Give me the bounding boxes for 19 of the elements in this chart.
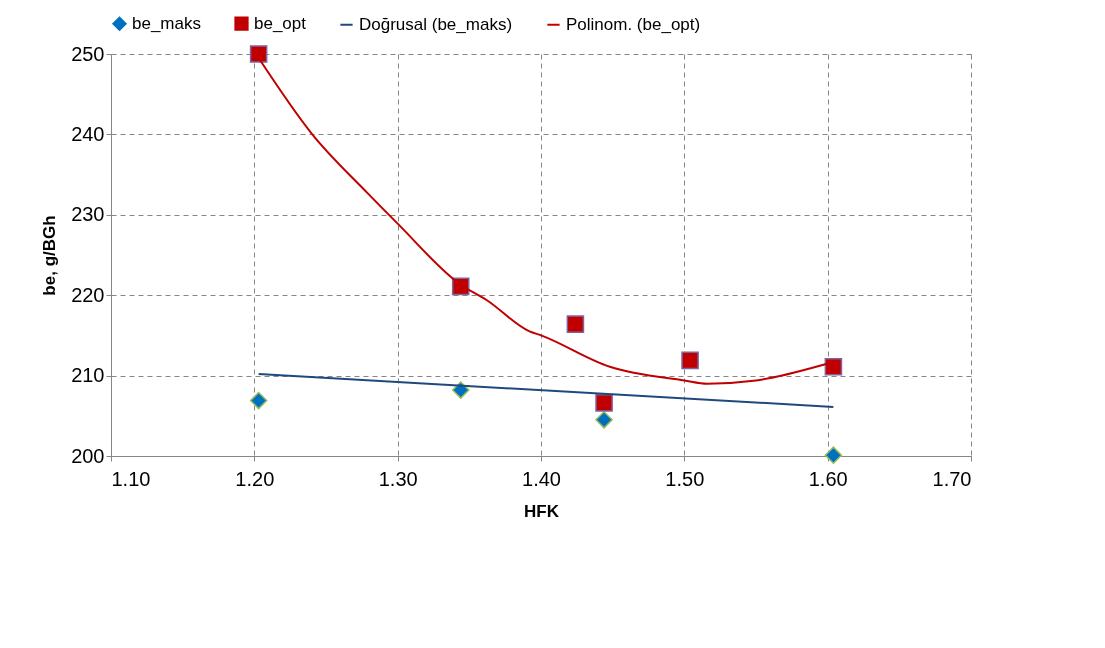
y-axis-title: be, g/BGh: [40, 215, 60, 296]
legend-label: Polinom. (be_opt): [566, 14, 701, 34]
x-tick-label: 1.40: [522, 467, 561, 490]
y-tick-label: 210: [71, 364, 105, 387]
x-tick-label: 1.70: [932, 467, 972, 490]
legend-label: Doğrusal (be_maks): [359, 14, 513, 34]
y-tick-label: 200: [71, 444, 105, 467]
y-tick-label: 220: [71, 283, 105, 306]
y-tick-label: 240: [71, 122, 105, 145]
x-tick-label: 1.60: [808, 467, 848, 490]
x-tick-label: 1.10: [111, 467, 151, 490]
x-tick-label: 1.50: [665, 467, 705, 490]
y-tick-label: 250: [71, 42, 105, 65]
x-tick-label: 1.30: [378, 467, 418, 490]
legend-label: be_opt: [254, 13, 307, 33]
x-tick-label: 1.20: [235, 467, 275, 490]
x-axis-title: HFK: [524, 501, 560, 521]
y-tick-label: 230: [71, 203, 105, 226]
legend-label: be_maks: [132, 13, 201, 33]
